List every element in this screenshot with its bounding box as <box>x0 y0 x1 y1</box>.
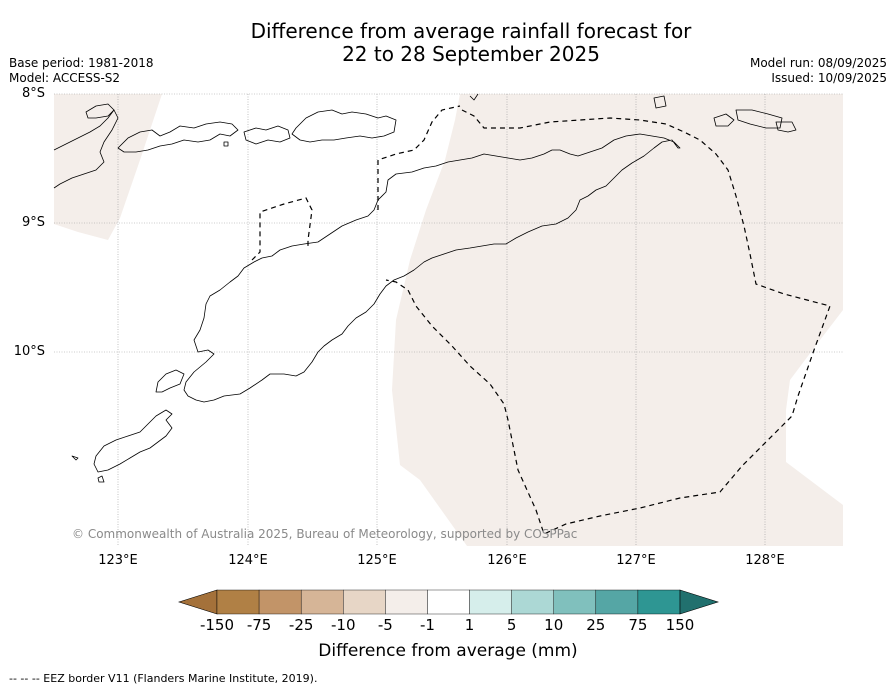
flores-east-coastline <box>117 121 239 153</box>
eez-legend-note: -- -- -- EEZ border V11 (Flanders Marine… <box>9 672 318 685</box>
meta-right: Model run: 08/09/2025 Issued: 10/09/2025 <box>750 56 887 86</box>
colorbar-box <box>511 589 554 615</box>
eez-borders <box>251 105 831 535</box>
eez-border-east <box>385 109 831 535</box>
eez-border-north <box>377 105 461 210</box>
colorbar-tick-label: 1 <box>464 616 475 634</box>
north-island-4 <box>775 121 797 133</box>
north-island-3 <box>713 113 735 127</box>
small-islet-2 <box>97 475 105 483</box>
timor-coastline <box>183 133 681 403</box>
coastlines <box>53 93 797 483</box>
colorbar-box <box>385 589 428 615</box>
meta-left: Base period: 1981-2018 Model: ACCESS-S2 <box>9 56 154 86</box>
gridlines <box>54 93 843 546</box>
colorbar-box <box>595 589 639 615</box>
map-title: Difference from average rainfall forecas… <box>0 20 896 66</box>
lat-label-9s: 9°S <box>21 215 45 230</box>
colorbar-tick-label: -25 <box>288 616 314 634</box>
small-islet-1 <box>71 455 79 461</box>
colorbar-box <box>469 589 512 615</box>
small-islet-3 <box>223 141 229 147</box>
shaded-region-northwest <box>54 94 162 240</box>
colorbar-box <box>553 589 597 615</box>
north-island-1 <box>85 103 115 119</box>
colorbar-tick-label: 75 <box>628 616 648 634</box>
issued-text: Issued: 10/09/2025 <box>771 71 887 85</box>
colorbar-tick-label: -75 <box>246 616 272 634</box>
north-island-5 <box>653 95 667 109</box>
lon-label-128e: 128°E <box>745 553 785 568</box>
colorbar-tick-label: -150 <box>199 616 235 634</box>
lon-label-127e: 127°E <box>616 553 656 568</box>
colorbar-tick-label: 5 <box>506 616 517 634</box>
colorbar-tick-label: -10 <box>331 616 356 634</box>
colorbar-title: Difference from average (mm) <box>318 641 578 661</box>
colorbar-arrow-low <box>178 589 218 615</box>
colorbar-tick-label: -1 <box>419 616 435 634</box>
north-island-6 <box>469 93 479 101</box>
colorbar-tick-label: 150 <box>665 616 695 634</box>
sumba-savu-coastline <box>93 409 173 473</box>
model-text: Model: ACCESS-S2 <box>9 71 121 85</box>
colorbar-tick-label: 10 <box>544 616 564 634</box>
colorbar-tick-label: 25 <box>586 616 606 634</box>
shaded-region-main <box>392 94 843 546</box>
solor-islands <box>243 125 291 145</box>
lon-label-123e: 123°E <box>98 553 138 568</box>
colorbar-tick-label: -5 <box>377 616 393 634</box>
model-run-text: Model run: 08/09/2025 <box>749 56 887 70</box>
colorbar-box <box>637 589 681 615</box>
title-line-1: Difference from average rainfall forecas… <box>250 19 692 43</box>
lon-label-124e: 124°E <box>228 553 268 568</box>
colorbar <box>178 589 719 615</box>
lat-label-10s: 10°S <box>13 344 45 359</box>
anomaly-shading <box>54 94 843 546</box>
colorbar-box <box>216 589 260 615</box>
lon-label-126e: 126°E <box>487 553 527 568</box>
colorbar-box <box>258 589 302 615</box>
roti-island <box>155 369 185 393</box>
colorbar-box <box>427 589 470 615</box>
lat-label-8s: 8°S <box>21 86 45 101</box>
colorbar-box <box>343 589 386 615</box>
colorbar-box <box>300 589 344 615</box>
lon-label-125e: 125°E <box>357 553 397 568</box>
eez-border-west <box>251 197 313 261</box>
title-line-2: 22 to 28 September 2025 <box>342 42 600 66</box>
copyright-text: © Commonwealth of Australia 2025, Bureau… <box>72 527 578 541</box>
flores-west-coastline <box>53 109 119 189</box>
north-island-2 <box>735 109 783 129</box>
alor-wetar-coastline <box>291 109 397 143</box>
colorbar-arrow-high <box>679 589 719 615</box>
base-period-text: Base period: 1981-2018 <box>9 56 154 70</box>
